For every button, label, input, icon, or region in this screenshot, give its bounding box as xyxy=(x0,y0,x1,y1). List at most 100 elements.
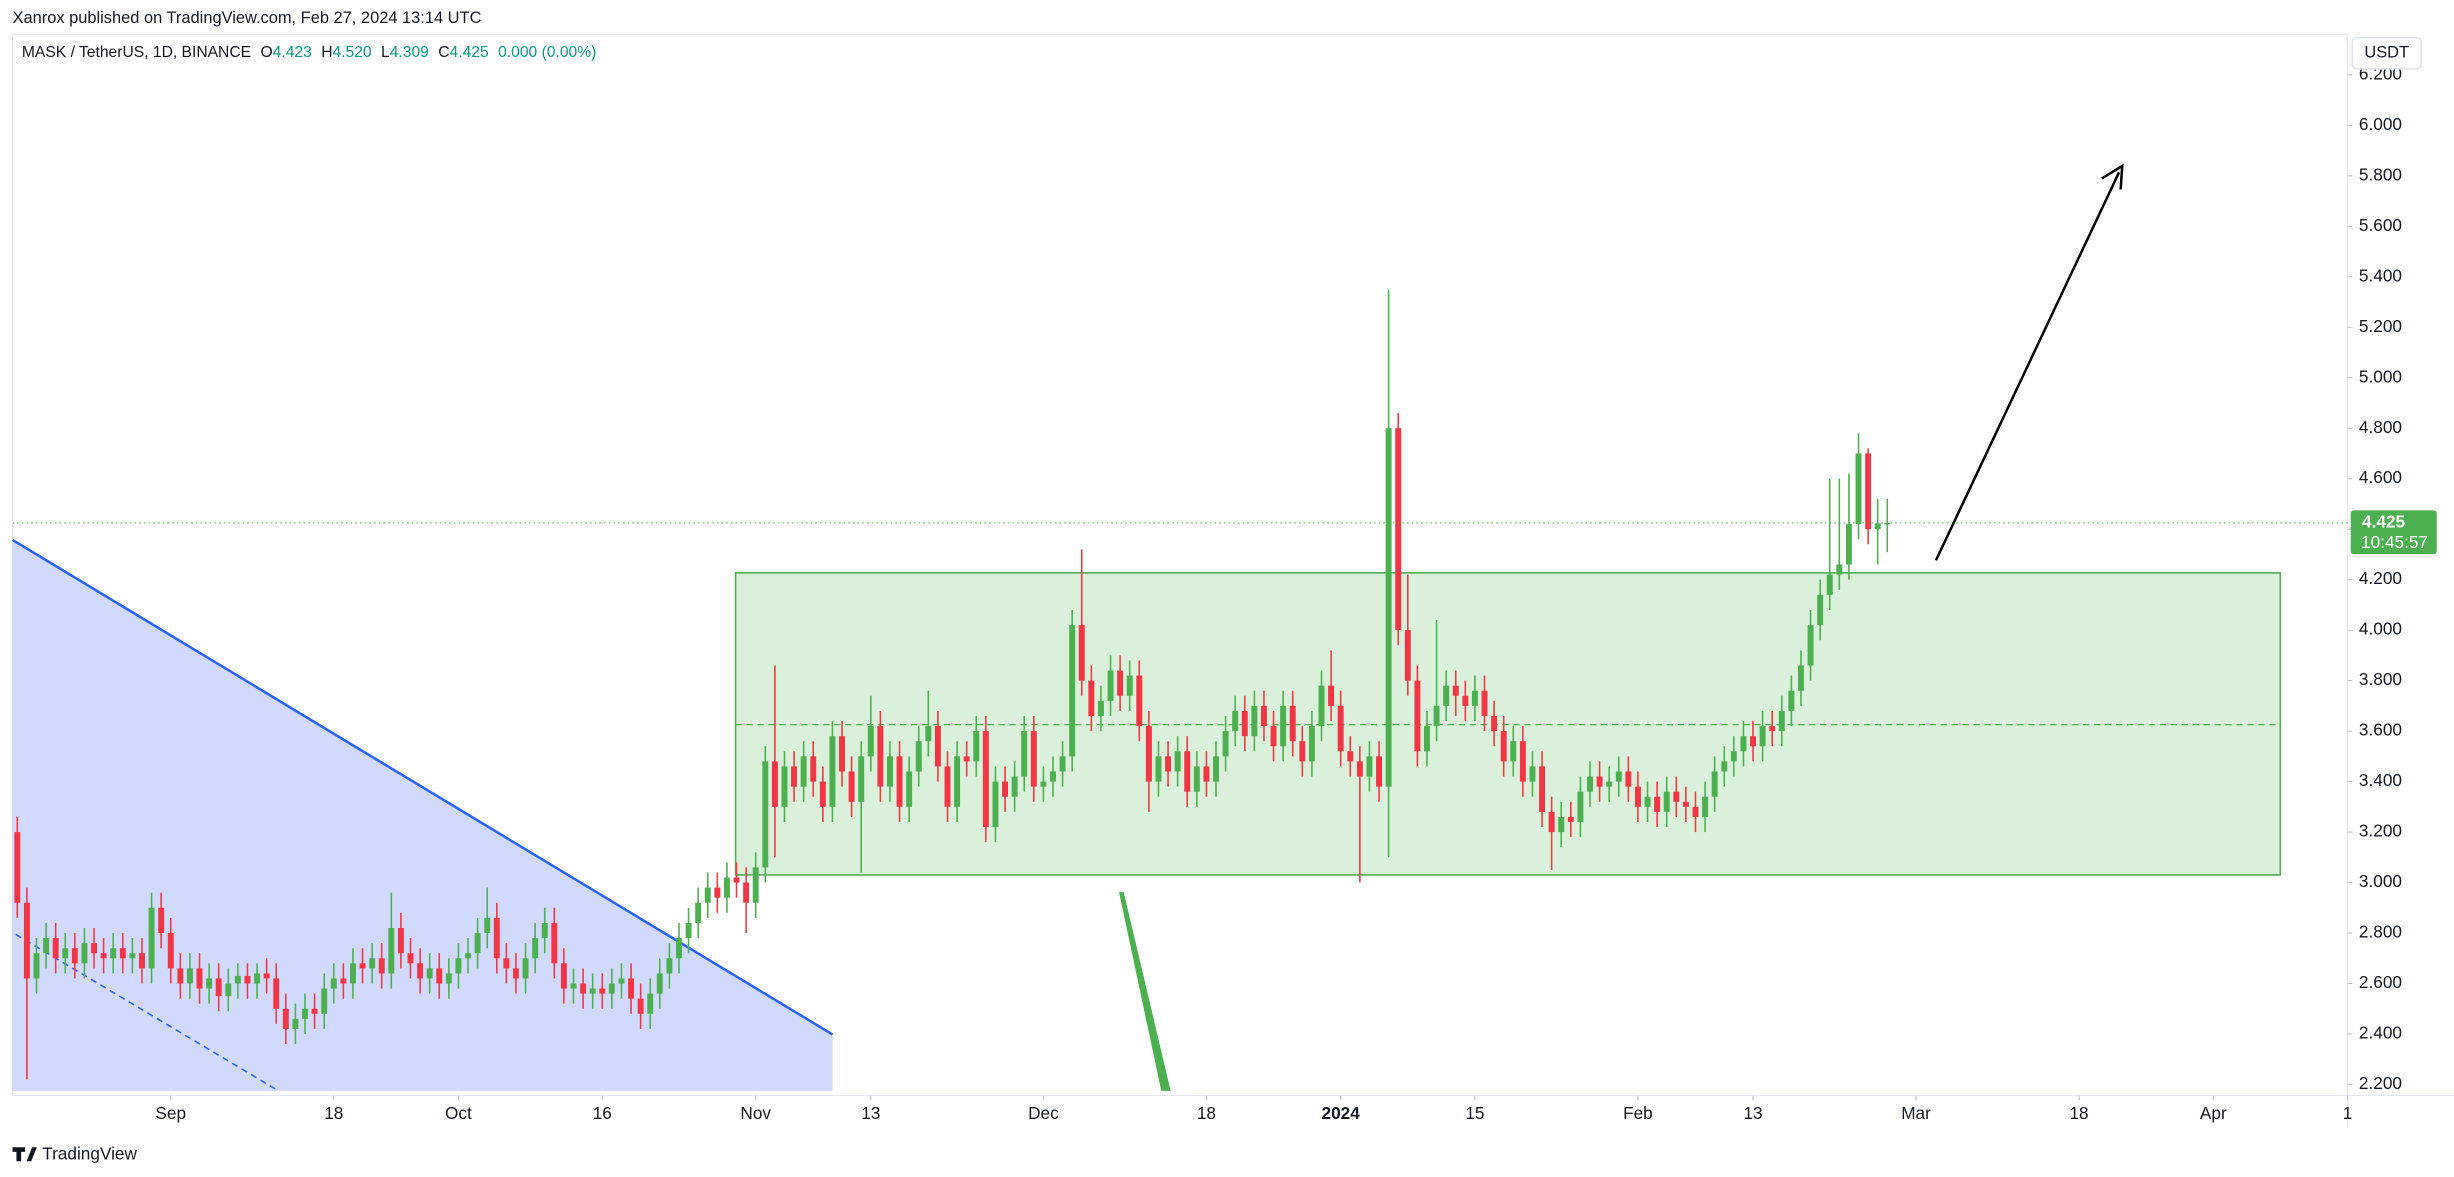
candle-body xyxy=(1136,675,1143,727)
candle-body xyxy=(1232,710,1239,732)
x-tick-label: 16 xyxy=(593,1103,612,1123)
candle-body xyxy=(455,958,462,974)
candle-body xyxy=(925,726,932,742)
candle-body xyxy=(1874,523,1881,530)
candle-body xyxy=(206,978,213,989)
arrow-head xyxy=(2101,163,2124,190)
candle-body xyxy=(71,948,78,964)
candle-body xyxy=(23,902,30,979)
candle-body xyxy=(647,993,654,1014)
candle-body xyxy=(1328,685,1335,706)
x-tick-label: 18 xyxy=(1197,1103,1216,1123)
candle-body xyxy=(915,741,922,772)
candle-body xyxy=(263,973,270,979)
candle-body xyxy=(196,968,203,989)
x-tick-label: 2024 xyxy=(1322,1103,1361,1123)
candle-body xyxy=(282,1008,289,1029)
candle-body xyxy=(570,983,577,989)
candle-body xyxy=(1634,786,1641,807)
arrow-line xyxy=(1934,171,2121,561)
y-tick-label: 5.600 xyxy=(2359,215,2402,235)
last-price-box xyxy=(2350,510,2437,555)
candle-body xyxy=(580,983,587,994)
y-tick-label: 2.600 xyxy=(2359,972,2402,992)
candle-body xyxy=(158,907,165,934)
candle-body xyxy=(1865,453,1872,530)
candle-body xyxy=(1759,726,1766,747)
candle-body xyxy=(1500,731,1507,762)
y-tick-label: 6.000 xyxy=(2359,114,2402,134)
y-tick-label: 5.000 xyxy=(2359,366,2402,386)
y-tick-label: 2.200 xyxy=(2359,1073,2402,1093)
candle-body xyxy=(1078,625,1085,681)
candle-body xyxy=(704,887,711,903)
candle-body xyxy=(1644,796,1651,807)
candle-body xyxy=(1356,761,1363,777)
candle-body xyxy=(771,761,778,807)
x-tick-label: Apr xyxy=(2200,1103,2227,1123)
y-tick-label: 5.400 xyxy=(2359,265,2402,285)
candle-body xyxy=(1807,625,1814,666)
y-tick-label: 3.200 xyxy=(2359,821,2402,841)
y-tick-label: 3.000 xyxy=(2359,871,2402,891)
logo-mark xyxy=(12,1147,37,1162)
bar-countdown: 10:45:57 xyxy=(2361,532,2428,552)
candle-body xyxy=(167,933,174,969)
x-tick-label: Dec xyxy=(1028,1103,1059,1123)
candle-body xyxy=(1769,726,1776,732)
candle-body xyxy=(148,907,155,969)
candle-body xyxy=(1069,625,1076,757)
candle-body xyxy=(858,756,865,802)
candle-body xyxy=(215,978,222,997)
candle-body xyxy=(1021,731,1028,777)
candle-body xyxy=(52,938,59,959)
brand: TradingView xyxy=(42,1144,137,1164)
candle-body xyxy=(1376,756,1383,787)
currency-button[interactable] xyxy=(2351,36,2422,70)
candle-body xyxy=(829,736,836,807)
candle-body xyxy=(244,975,251,984)
candle-body xyxy=(1011,776,1018,797)
candle-body xyxy=(1145,726,1152,782)
candle-body xyxy=(474,933,481,954)
candle-body xyxy=(848,771,855,802)
currency-label[interactable]: USDT xyxy=(2364,44,2409,62)
y-tick-label: 3.800 xyxy=(2359,669,2402,689)
candle-body xyxy=(1673,791,1680,802)
candle-body xyxy=(1424,726,1430,752)
candle-body xyxy=(1606,781,1613,787)
candle-body xyxy=(1280,705,1287,747)
x-tick-label: 13 xyxy=(1743,1103,1762,1123)
candle-body xyxy=(465,953,471,959)
candle-body xyxy=(589,988,596,994)
candle-body xyxy=(119,948,126,959)
candle-body xyxy=(436,968,443,984)
last-price-label: 4.425 xyxy=(2362,511,2405,531)
candle-body xyxy=(321,988,328,1014)
candle-body xyxy=(139,953,145,969)
legend-change: 0.000 (0.00%) xyxy=(498,44,596,61)
candle-body xyxy=(1797,665,1804,691)
candle-body xyxy=(839,736,845,772)
candle-body xyxy=(1289,705,1296,742)
candle-body xyxy=(1299,741,1306,762)
candle-body xyxy=(503,958,510,969)
candle-body xyxy=(177,968,184,984)
y-tick-label: 4.000 xyxy=(2359,619,2402,639)
candle-body xyxy=(1596,776,1603,787)
candle-body xyxy=(992,781,999,828)
candle-body xyxy=(628,978,635,999)
candle-body xyxy=(1414,680,1421,752)
candle-body xyxy=(723,877,730,898)
candle-body xyxy=(234,975,241,984)
candle-body xyxy=(1308,726,1315,762)
legend-value: 4.423 xyxy=(273,44,312,61)
x-tick-label: 15 xyxy=(1465,1103,1484,1123)
legend-key: L xyxy=(381,44,390,61)
candle-body xyxy=(1174,751,1181,772)
candle-body xyxy=(1587,776,1593,792)
candle-body xyxy=(1682,801,1689,807)
candle-body xyxy=(388,927,395,974)
x-tick-label: Feb xyxy=(1623,1103,1653,1123)
